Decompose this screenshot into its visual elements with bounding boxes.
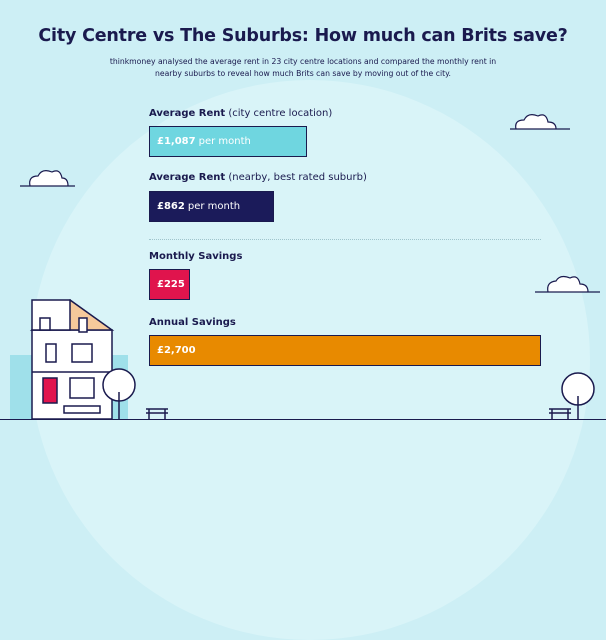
bar-label-detail: (nearby, best rated suburb) — [225, 172, 367, 183]
cloud-icon-top-right — [510, 114, 570, 130]
bar-label-detail: (city centre location) — [225, 108, 333, 119]
ground-line — [0, 419, 606, 420]
decorative-illustrations — [10, 114, 600, 420]
bar: £862 per month — [149, 191, 274, 222]
bar: £225 — [149, 269, 190, 300]
bar-value-label: £225 — [157, 279, 185, 290]
chart-subtitle: thinkmoney analysed the average rent in … — [109, 57, 497, 78]
tree-icon-right — [561, 372, 595, 419]
bar-value-label: £2,700 — [157, 345, 196, 356]
bar: £1,087 per month — [149, 126, 307, 157]
bar-label: Average Rent (city centre location) — [149, 108, 332, 119]
bar-label-bold: Annual Savings — [149, 317, 236, 328]
chart-title: City Centre vs The Suburbs: How much can… — [38, 26, 568, 46]
cloud-icon-left — [20, 170, 75, 187]
bar: £2,700 — [149, 335, 541, 366]
bar-label-bold: Average Rent — [149, 108, 226, 119]
bar-value-suffix: per month — [187, 201, 241, 212]
bar-label-bold: Average Rent — [149, 172, 226, 183]
bar-label-bold: Monthly Savings — [149, 251, 243, 262]
bar-label: Average Rent (nearby, best rated suburb) — [149, 172, 367, 183]
house-illustration — [29, 299, 115, 420]
bench-icon-right — [549, 408, 571, 419]
bar-value-label: £862 — [157, 201, 185, 212]
cloud-icon-right — [535, 275, 600, 293]
bar-label: Annual Savings — [149, 317, 236, 328]
bar-value-label: £1,087 — [157, 136, 196, 147]
divider — [149, 239, 541, 240]
tree-icon-left — [102, 368, 136, 419]
bar-label: Monthly Savings — [149, 251, 242, 262]
bench-icon-left — [146, 408, 168, 419]
bar-value-suffix: per month — [198, 136, 251, 147]
